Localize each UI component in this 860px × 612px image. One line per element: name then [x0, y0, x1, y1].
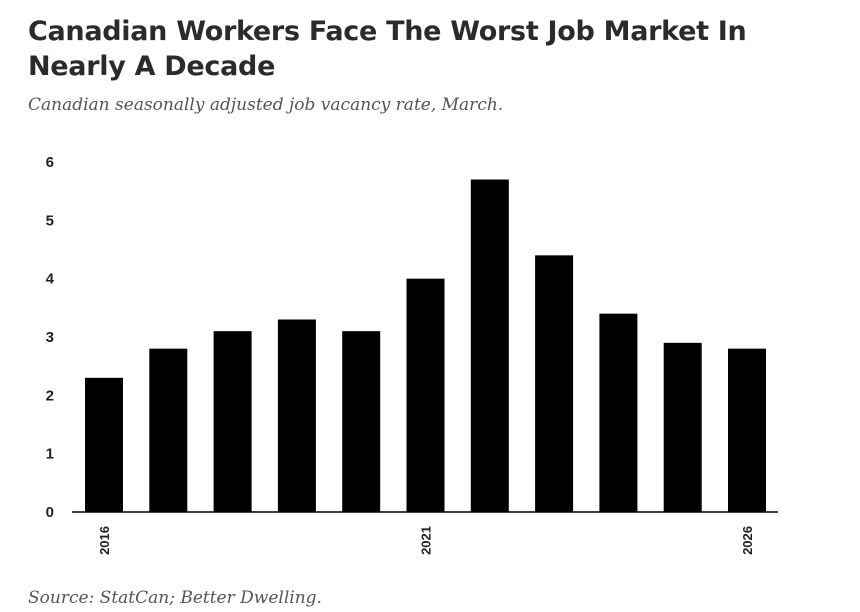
x-tick-label: 2016 [97, 526, 112, 555]
y-axis: 0 1 2 3 4 5 6 [46, 154, 55, 521]
bar-2018 [213, 331, 252, 512]
bars [85, 179, 766, 512]
x-axis: 2016 2021 2026 [97, 526, 755, 555]
bar-2020 [342, 331, 381, 512]
bar-chart: 0 1 2 3 4 5 6 2016 2021 2026 [46, 154, 778, 555]
chart-subtitle: Canadian seasonally adjusted job vacancy… [28, 95, 504, 115]
y-tick-label: 5 [46, 212, 54, 229]
y-tick-label: 3 [46, 329, 54, 346]
bar-2021 [406, 278, 445, 512]
x-tick-label: 2021 [419, 526, 434, 555]
source-note: Source: StatCan; Better Dwelling. [28, 588, 322, 608]
bar-2025 [663, 342, 702, 512]
y-tick-label: 1 [46, 446, 54, 463]
y-tick-label: 2 [46, 387, 54, 404]
chart-title: Canadian Workers Face The Worst Job Mark… [28, 16, 747, 82]
bar-2022 [470, 179, 509, 512]
y-tick-label: 0 [46, 504, 54, 521]
bar-2023 [535, 255, 574, 512]
bar-2017 [149, 348, 188, 512]
y-tick-label: 6 [46, 154, 54, 171]
y-tick-label: 4 [46, 271, 55, 288]
bar-2024 [599, 313, 638, 512]
bar-2019 [277, 319, 316, 512]
bar-2016 [85, 377, 123, 512]
x-tick-label: 2026 [740, 526, 755, 555]
bar-2026 [728, 348, 766, 512]
